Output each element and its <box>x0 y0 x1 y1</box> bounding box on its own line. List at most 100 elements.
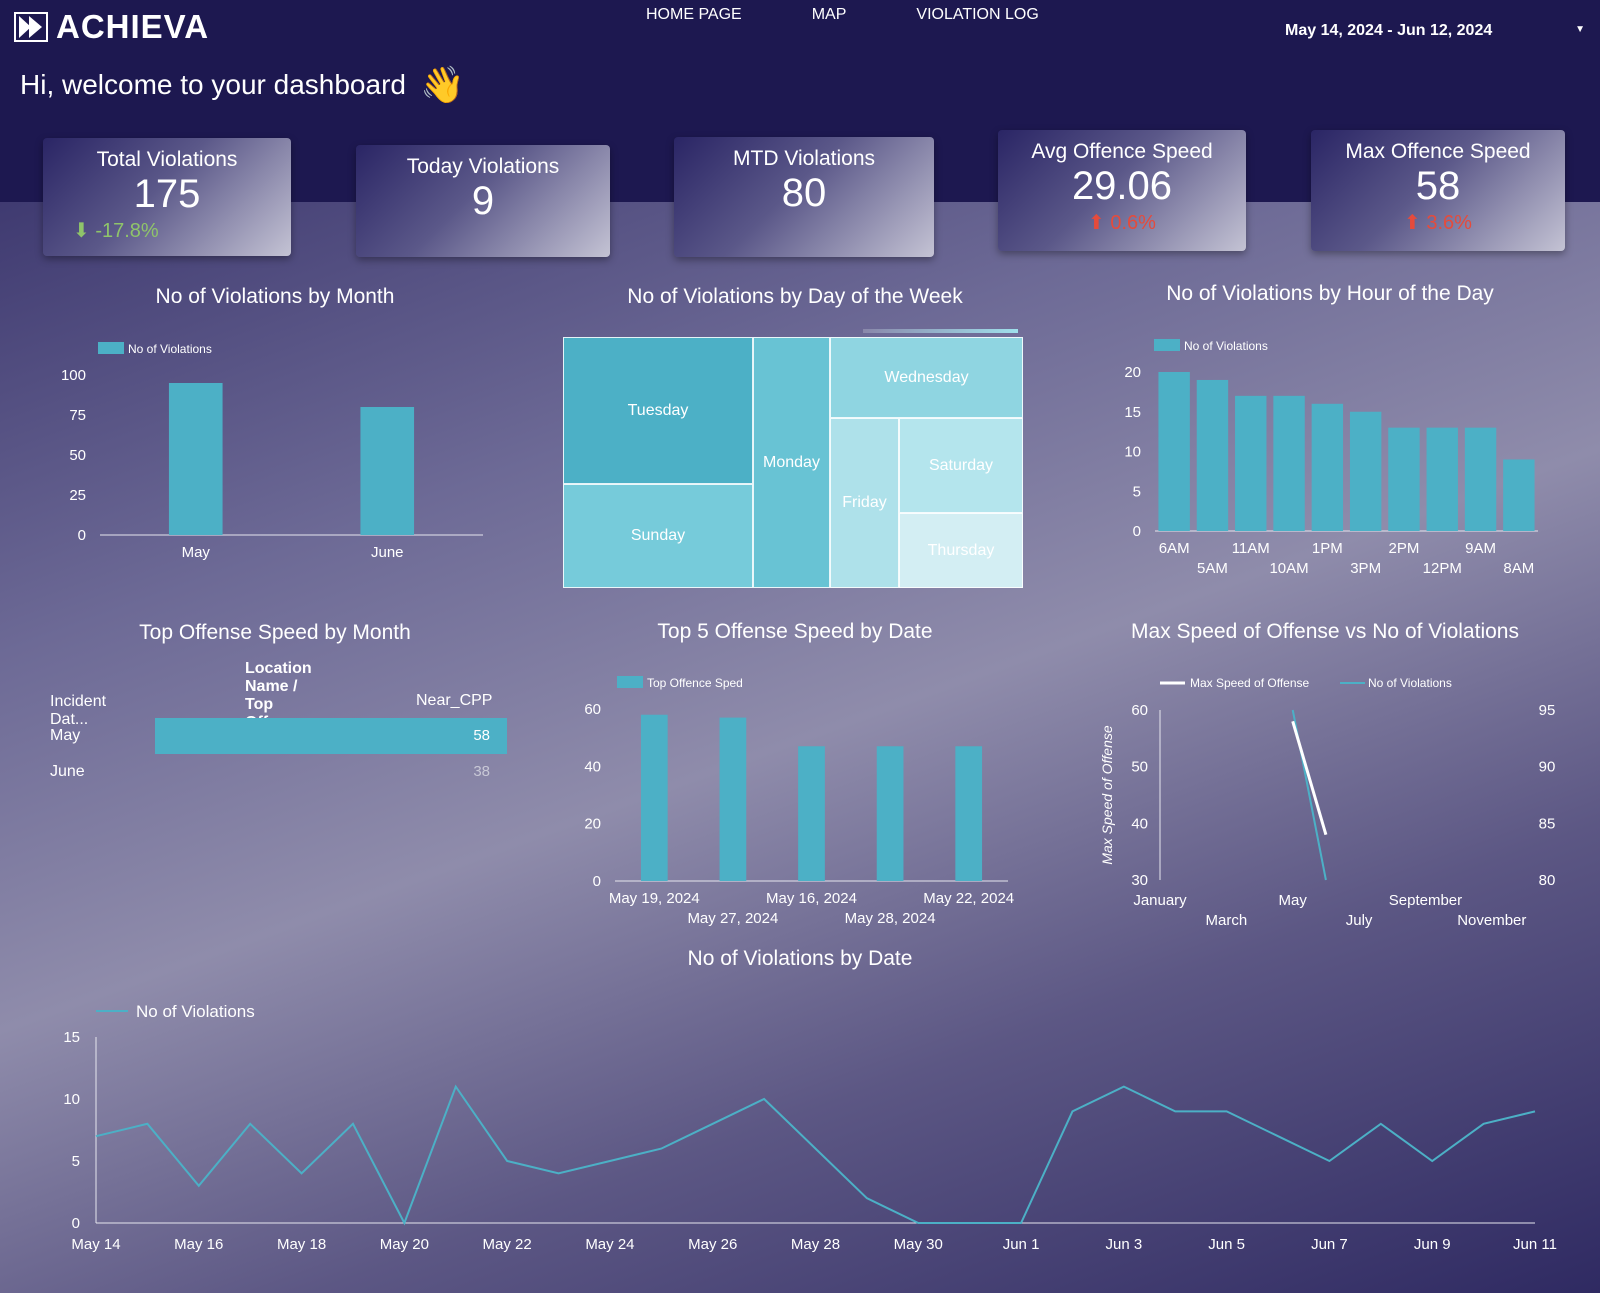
welcome-banner: Hi, welcome to your dashboard 👋 <box>20 64 465 106</box>
y-tick-label: 60 <box>584 701 601 718</box>
y-tick-label: 50 <box>1131 759 1148 776</box>
y-tick-label-right: 80 <box>1539 872 1556 889</box>
bar <box>1464 427 1497 531</box>
bar <box>719 717 747 881</box>
y-axis-label-right: No of Violations <box>1567 746 1570 844</box>
x-tick-label: Jun 5 <box>1208 1236 1245 1253</box>
y-tick-label: 30 <box>1131 872 1148 889</box>
legend-label: No of Violations <box>1368 676 1452 690</box>
chart-title-max-vs-count: Max Speed of Offense vs No of Violations <box>1131 620 1519 643</box>
chart-top5-date: Top Offence Sped 0 20 40 60 May 19, 2024 May 2… <box>584 676 1014 927</box>
chart-by-dow: Tuesday Sunday Monday Wednesday Friday S… <box>563 329 1023 588</box>
bar <box>798 746 825 881</box>
y-tick-label: 10 <box>1124 444 1141 461</box>
table-cell-value: 58 <box>473 727 490 744</box>
x-tick-label: 1PM <box>1312 540 1343 557</box>
y-tick-label-right: 95 <box>1539 702 1556 719</box>
x-tick-label: Jun 3 <box>1106 1236 1143 1253</box>
brand-name: ACHIEVA <box>56 8 210 45</box>
treemap-cell[interactable]: Monday <box>753 337 830 588</box>
series-line <box>95 1084 1536 1226</box>
x-tick-label: May 20 <box>380 1236 429 1253</box>
welcome-text: Hi, welcome to your dashboard <box>20 69 406 100</box>
treemap-cell[interactable]: Wednesday <box>830 337 1023 418</box>
x-tick-label: May 16 <box>174 1236 223 1253</box>
kpi-delta-value: 0.6% <box>1110 212 1156 234</box>
nav-map[interactable]: MAP <box>811 6 847 23</box>
bar <box>1388 427 1420 531</box>
legend-label: Top Offence Sped <box>647 676 743 690</box>
legend-swatch <box>617 676 643 688</box>
bar <box>168 383 223 535</box>
arrow-up-icon: ⬆ <box>1088 212 1105 234</box>
treemap-cell[interactable]: Sunday <box>563 484 753 588</box>
kpi-title: Avg Offence Speed <box>1031 140 1213 163</box>
treemap-cell[interactable]: Tuesday <box>563 337 753 484</box>
table-bar <box>155 718 507 754</box>
legend-label: No of Violations <box>128 342 212 356</box>
x-tick-label: Jun 11 <box>1513 1236 1557 1253</box>
kpi-delta: ⬆ 0.6% <box>998 210 1246 235</box>
bar <box>1503 459 1535 531</box>
treemap-cell[interactable]: Saturday <box>899 418 1023 513</box>
nav-home-page[interactable]: HOME PAGE <box>646 6 742 23</box>
bar <box>1196 379 1229 531</box>
x-tick-label: 3PM <box>1350 560 1381 577</box>
x-tick-label: July <box>1346 912 1373 929</box>
kpi-title: MTD Violations <box>733 147 875 170</box>
y-tick-label: 100 <box>61 367 86 384</box>
x-tick-label: 11AM <box>1232 540 1270 557</box>
bar <box>1426 427 1458 531</box>
table-row-label: May <box>50 727 81 744</box>
arrow-down-icon: ⬇ <box>73 220 90 242</box>
x-tick-label: May 27, 2024 <box>687 910 778 927</box>
x-tick-label: Jun 7 <box>1311 1236 1348 1253</box>
kpi-delta-value: 3.6% <box>1426 212 1472 234</box>
date-range-value: May 14, 2024 - Jun 12, 2024 <box>1285 22 1493 39</box>
x-tick-label: November <box>1457 912 1526 929</box>
x-tick-label: 12PM <box>1423 560 1462 577</box>
y-tick-label: 0 <box>72 1215 80 1232</box>
kpi-mtd-violations: MTD Violations 80 <box>674 137 934 257</box>
y-tick-label: 25 <box>69 487 86 504</box>
chart-by-month: No of Violations 0 25 50 75 100 May June <box>61 342 483 561</box>
x-tick-label: May 16, 2024 <box>766 890 857 907</box>
y-tick-label: 0 <box>78 527 86 544</box>
table-cell-value: 38 <box>473 763 490 780</box>
x-tick-label: June <box>371 544 404 561</box>
arrow-up-icon: ⬆ <box>1404 212 1421 234</box>
kpi-title: Total Violations <box>96 148 238 171</box>
nav-violation-log[interactable]: VIOLATION LOG <box>916 6 1039 23</box>
y-tick-label: 75 <box>69 407 86 424</box>
y-tick-label: 15 <box>63 1029 80 1046</box>
chart-title-by-date: No of Violations by Date <box>687 947 913 970</box>
kpi-delta: ⬆ 3.6% <box>1311 210 1565 235</box>
y-tick-label: 5 <box>72 1153 80 1170</box>
bar <box>876 746 904 881</box>
y-tick-label: 0 <box>593 873 601 890</box>
x-tick-label: January <box>1133 892 1187 909</box>
treemap-cell[interactable]: Thursday <box>899 513 1023 588</box>
date-range-picker[interactable]: May 14, 2024 - Jun 12, 2024 ▼ <box>1285 22 1585 40</box>
x-tick-label: March <box>1206 912 1248 929</box>
kpi-avg-offence-speed: Avg Offence Speed 29.06 ⬆ 0.6% <box>998 130 1246 251</box>
kpi-max-offence-speed: Max Offence Speed 58 ⬆ 3.6% <box>1311 130 1565 251</box>
y-tick-label-right: 90 <box>1539 759 1556 776</box>
brand-logo[interactable]: ACHIEVA <box>14 8 209 46</box>
x-tick-label: May 22 <box>483 1236 532 1253</box>
x-tick-label: 5AM <box>1197 560 1228 577</box>
chart-title-by-dow: No of Violations by Day of the Week <box>627 285 963 308</box>
bar <box>360 407 415 535</box>
waving-hand-icon: 👋 <box>419 64 465 105</box>
bar <box>1235 395 1267 531</box>
legend-label: No of Violations <box>136 1002 255 1021</box>
table-col-label[interactable]: Incident Dat... <box>50 693 107 728</box>
table-row-label: June <box>50 763 85 780</box>
treemap-legend-bar <box>863 329 1018 333</box>
bar <box>640 714 668 881</box>
x-tick-label: May 30 <box>894 1236 943 1253</box>
x-tick-label: September <box>1389 892 1462 909</box>
chart-max-vs-count: Max Speed of Offense No of Violations 30 40… <box>1099 676 1570 929</box>
treemap-cell[interactable]: Friday <box>830 418 899 588</box>
